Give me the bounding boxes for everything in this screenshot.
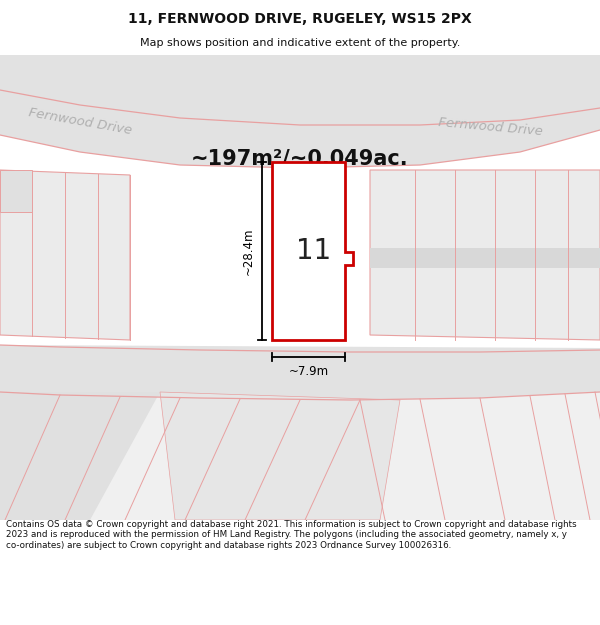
Polygon shape: [160, 392, 400, 520]
Polygon shape: [370, 248, 600, 268]
Polygon shape: [0, 392, 160, 520]
Polygon shape: [0, 392, 600, 520]
Text: ~28.4m: ~28.4m: [242, 228, 255, 275]
Text: Contains OS data © Crown copyright and database right 2021. This information is : Contains OS data © Crown copyright and d…: [6, 520, 577, 550]
Text: 11, FERNWOOD DRIVE, RUGELEY, WS15 2PX: 11, FERNWOOD DRIVE, RUGELEY, WS15 2PX: [128, 12, 472, 26]
Polygon shape: [370, 170, 600, 340]
Text: ~7.9m: ~7.9m: [289, 365, 329, 378]
Polygon shape: [0, 170, 130, 340]
Polygon shape: [0, 170, 32, 212]
Text: Fernwood Drive: Fernwood Drive: [27, 106, 133, 138]
Text: Map shows position and indicative extent of the property.: Map shows position and indicative extent…: [140, 39, 460, 49]
Text: ~197m²/~0.049ac.: ~197m²/~0.049ac.: [191, 148, 409, 168]
Polygon shape: [272, 162, 353, 340]
Polygon shape: [0, 345, 600, 400]
Text: 11: 11: [296, 237, 331, 265]
Text: Fernwood Drive: Fernwood Drive: [437, 116, 543, 138]
Polygon shape: [0, 55, 600, 168]
